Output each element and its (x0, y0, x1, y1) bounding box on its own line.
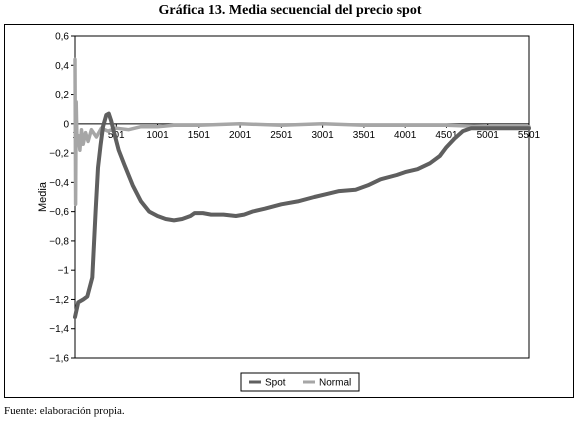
x-tick-label: 5001 (477, 130, 500, 141)
x-tick-label: 2001 (229, 130, 252, 141)
y-tick-label: −1,2 (49, 295, 69, 306)
axes (74, 35, 530, 359)
y-tick-label: −1,6 (49, 354, 69, 365)
legend-label-spot: Spot (265, 378, 286, 389)
y-tick-label: 0,4 (55, 61, 69, 72)
x-tick-label: 5501 (518, 130, 541, 141)
plot-area (74, 35, 530, 359)
y-tick-label: −0,2 (49, 149, 69, 160)
x-tick-label: 1501 (188, 130, 211, 141)
y-tick-label: 0,2 (55, 90, 69, 101)
y-tick-label: −1 (58, 266, 70, 277)
series-line-spot (73, 111, 531, 319)
legend: Spot Normal (240, 372, 360, 392)
y-tick-label: −0,4 (49, 178, 69, 189)
chart-frame (4, 24, 574, 398)
x-tick-label: 4501 (435, 130, 458, 141)
source-note: Fuente: elaboración propia. (4, 405, 125, 417)
x-tick-label: 1001 (146, 130, 169, 141)
y-axis-ticks: 0,6 0,4 0,2 0 −0,2 −0,4 −0,6 −0,8 −1 −1,2 −1,4 −1,6 (49, 32, 75, 365)
x-tick-label: 2501 (270, 130, 293, 141)
x-tick-label: 3001 (312, 130, 335, 141)
legend-label-normal: Normal (319, 378, 351, 389)
y-tick-label: −1,4 (49, 324, 69, 335)
legend-box (240, 372, 360, 392)
y-tick-label: −0,8 (49, 236, 69, 247)
y-axis-label: Media (37, 181, 49, 212)
series-lines (73, 57, 531, 319)
x-tick-label: 3501 (353, 130, 376, 141)
y-tick-label: −0,6 (49, 207, 69, 218)
y-tick-label: 0 (63, 119, 69, 130)
y-tick-label: 0,6 (55, 32, 69, 43)
x-tick-label: 4001 (394, 130, 417, 141)
chart-title: Gráfica 13. Media secuencial del precio … (158, 3, 422, 18)
